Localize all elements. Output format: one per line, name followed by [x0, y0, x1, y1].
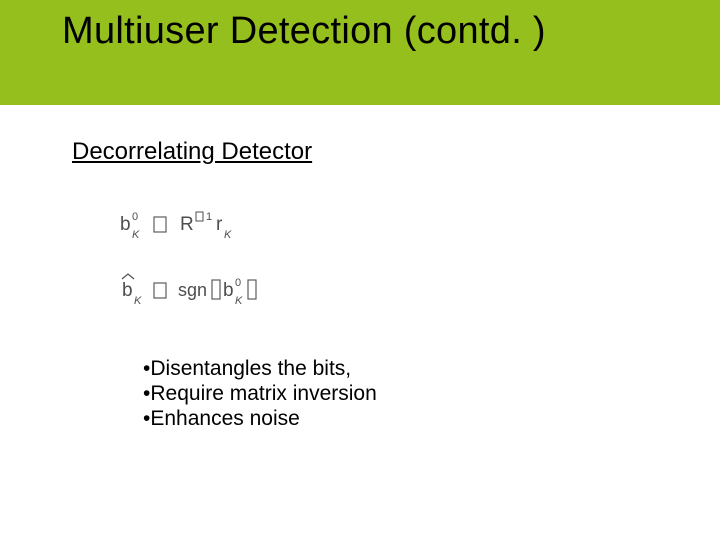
formula1-R-sup-1: 1 — [206, 211, 212, 223]
page-title: Multiuser Detection (contd. ) — [62, 10, 692, 53]
formula2-arg-sub: K — [235, 295, 243, 307]
formula1-r: r — [216, 214, 223, 235]
formula2-lbracket-box-icon — [212, 280, 220, 299]
bullet-item: •Require matrix inversion — [143, 381, 377, 406]
bullet-item: •Enhances noise — [143, 406, 377, 431]
bullet-item: •Disentangles the bits, — [143, 356, 377, 381]
formula-1: b 0 K R 1 r K — [120, 208, 310, 244]
formula1-r-sub: K — [224, 229, 232, 241]
formula2-op-box-icon — [154, 283, 166, 298]
formula2-arg-sup: 0 — [235, 277, 241, 289]
formula2-b: b — [122, 280, 133, 301]
bullet-list: •Disentangles the bits, •Require matrix … — [143, 356, 377, 432]
formula2-sgn: sgn — [178, 280, 207, 300]
formula1-op-box-icon — [154, 217, 166, 232]
formula1-b-sub: K — [132, 229, 140, 241]
bullet-text: Require matrix inversion — [150, 382, 376, 405]
subheading: Decorrelating Detector — [72, 138, 312, 166]
formula2-b-sub: K — [134, 295, 142, 307]
formula2-arg-b: b — [223, 280, 234, 301]
bullet-text: Disentangles the bits, — [150, 357, 351, 380]
formula1-b-sup: 0 — [132, 211, 138, 223]
formula2-rbracket-box-icon — [248, 280, 256, 299]
bullet-text: Enhances noise — [150, 407, 299, 430]
formula1-R: R — [180, 214, 194, 235]
formula1-R-sup-box-icon — [196, 212, 203, 221]
formula2-hat-icon — [122, 274, 134, 279]
formula-2: b K sgn b 0 K — [120, 270, 330, 312]
formula1-b: b — [120, 214, 131, 235]
slide: Multiuser Detection (contd. ) Decorrelat… — [0, 0, 720, 540]
